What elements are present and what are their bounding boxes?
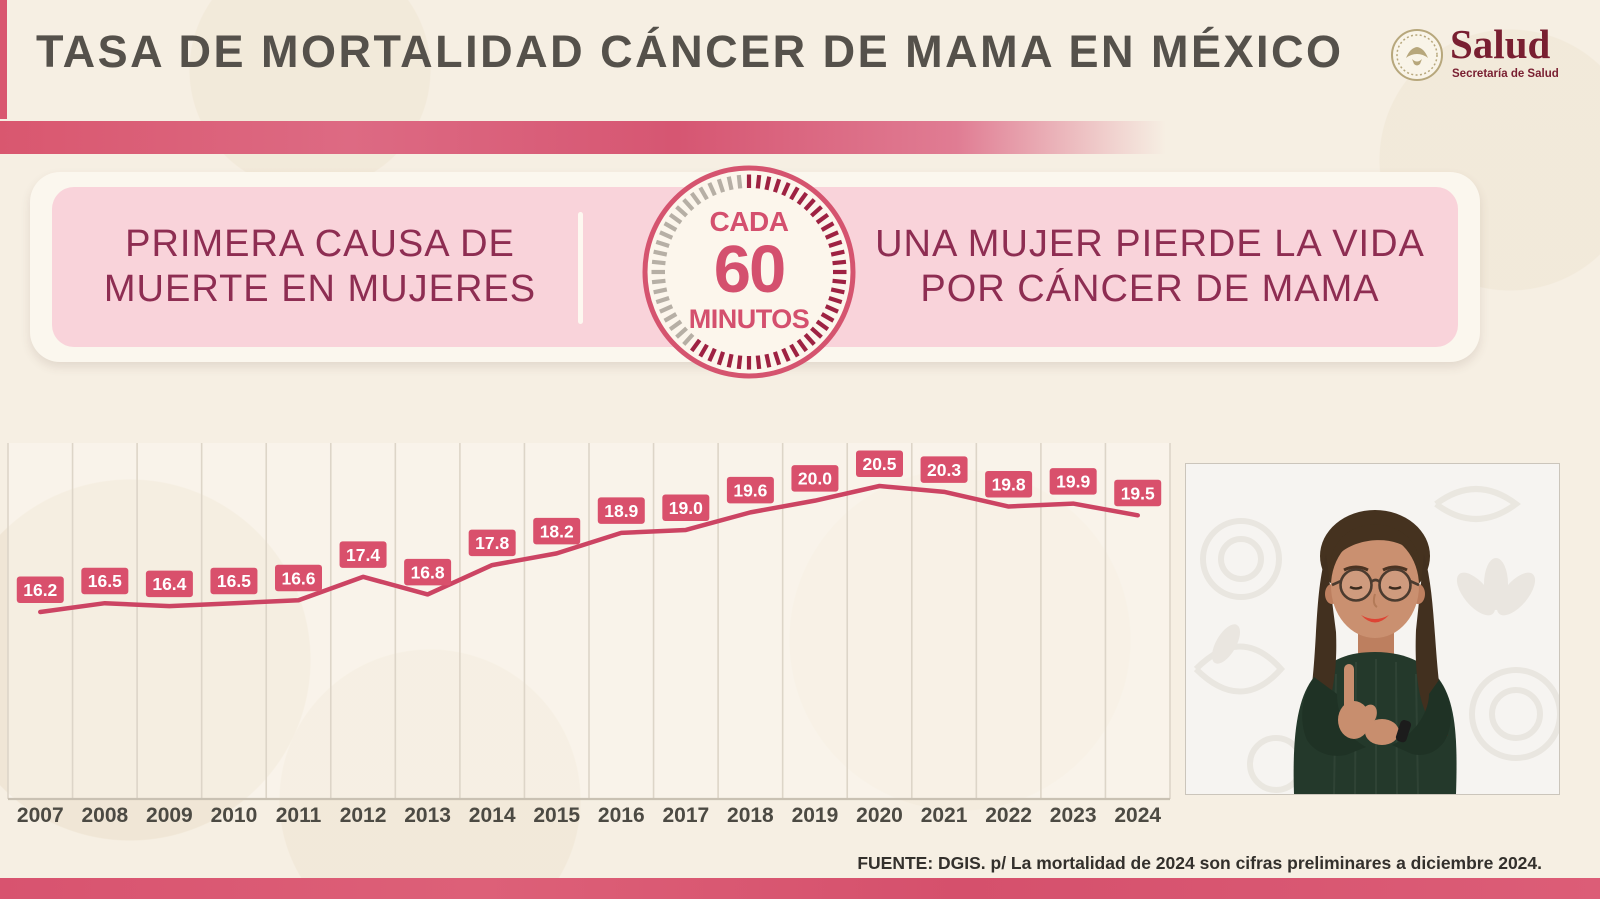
data-label: 20.0 [798,469,832,489]
banner-left-text: PRIMERA CAUSA DE MUERTE EN MUJERES [103,223,537,310]
decorative-pink-band [0,121,1166,154]
salud-wordmark: Salud [1450,21,1551,67]
data-label-box [275,564,322,592]
data-label: 17.4 [346,545,380,565]
timer-ticks-icon [642,165,856,379]
data-label-box [985,471,1033,498]
data-label-box [920,456,968,483]
x-axis-year-label: 2019 [792,804,839,827]
data-label-box [662,494,710,521]
banner-right-text: UNA MUJER PIERDE LA VIDA POR CÁNCER DE M… [875,223,1425,310]
data-label-box [145,570,193,598]
data-label: 19.5 [1121,483,1155,503]
x-axis-year-label: 2014 [469,804,516,827]
data-label: 16.4 [152,574,186,594]
data-label: 18.2 [540,521,574,541]
data-label-box [791,465,839,492]
data-label: 19.6 [733,480,767,500]
x-axis-year-label: 2017 [662,804,709,827]
data-label-box [856,450,903,477]
data-label: 16.6 [281,568,315,588]
x-axis-year-label: 2016 [598,804,645,827]
data-label: 16.8 [411,562,445,582]
data-label: 19.0 [669,498,703,518]
left-edge-accent-bar [0,0,7,119]
data-label-box [597,497,645,524]
x-axis-year-label: 2008 [81,804,128,827]
page-title: TASA DE MORTALIDAD CÁNCER DE MAMA EN MÉX… [36,26,1344,77]
timer-badge: CADA 60 MINUTOS [639,162,859,382]
data-label-box [468,529,516,557]
badge-bottom-label: MINUTOS [688,304,810,334]
salud-subtitle: Secretaría de Salud [1452,68,1559,80]
data-label: 16.2 [23,580,57,600]
data-label: 19.9 [1056,472,1090,492]
x-axis-year-label: 2024 [1114,804,1161,827]
x-axis-year-label: 2022 [985,804,1032,827]
x-axis-year-label: 2018 [727,804,774,827]
data-label-box [1049,468,1097,495]
data-label: 17.8 [475,533,509,553]
x-axis-year-label: 2020 [856,804,903,827]
x-axis-year-label: 2013 [404,804,451,827]
x-axis-year-label: 2007 [17,804,64,827]
x-axis-year-label: 2010 [211,804,258,827]
banner-divider [578,212,583,324]
data-label-box [210,567,258,595]
badge-top-label: CADA [709,206,789,237]
data-label-box [16,576,64,603]
mexico-seal-icon [1391,29,1443,81]
data-label-box [339,541,387,568]
source-note: FUENTE: DGIS. p/ La mortalidad de 2024 s… [857,853,1542,873]
data-label: 18.9 [604,501,638,521]
x-axis-year-label: 2015 [533,804,580,827]
x-axis-year-label: 2023 [1050,804,1097,827]
data-label: 16.5 [88,571,122,591]
data-label: 16.5 [217,571,251,591]
sign-language-interpreter-video [1185,463,1563,795]
badge-number: 60 [713,232,787,307]
data-label: 19.8 [992,475,1026,495]
x-axis-year-label: 2021 [921,804,968,827]
x-axis-year-label: 2012 [340,804,387,827]
bottom-accent-bar [0,878,1600,899]
data-label-box [404,558,452,586]
data-label-box [1114,479,1162,507]
data-label: 20.3 [927,460,961,480]
data-label-box [726,476,774,504]
interpreter-illustration [1186,464,1563,795]
data-label-box [81,567,129,595]
x-axis-year-label: 2011 [276,804,322,827]
mortality-line-chart: 16.2 16.5 16.4 16.5 16.6 17.4 16.8 17.8 18.2 18.9… [0,435,1180,835]
salud-logo: Salud Secretaría de Salud [1390,21,1580,94]
data-label-box [533,517,581,545]
data-label: 20.5 [862,454,896,474]
x-axis-year-label: 2009 [146,804,193,827]
